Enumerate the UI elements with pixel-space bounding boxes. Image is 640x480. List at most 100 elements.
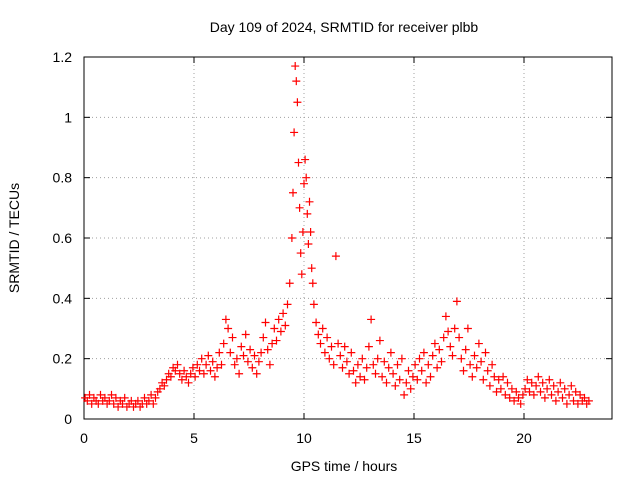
data-point — [100, 393, 109, 402]
y-tick-label: 0.2 — [53, 351, 73, 367]
data-point — [304, 240, 313, 249]
data-point — [415, 354, 424, 363]
data-point — [336, 351, 345, 360]
data-point — [395, 375, 404, 384]
data-point — [186, 369, 195, 378]
data-point — [485, 381, 494, 390]
data-point — [516, 399, 525, 408]
data-point — [259, 333, 268, 342]
data-point — [340, 342, 349, 351]
data-point — [446, 342, 455, 351]
data-point — [177, 375, 186, 384]
data-point — [107, 390, 116, 399]
data-point — [250, 351, 259, 360]
data-point — [306, 227, 315, 236]
data-point — [494, 375, 503, 384]
data-point — [140, 393, 149, 402]
data-point — [505, 393, 514, 402]
data-point — [492, 387, 501, 396]
data-point — [105, 396, 114, 405]
data-point — [356, 372, 365, 381]
data-point — [133, 396, 142, 405]
data-point — [439, 333, 448, 342]
x-tick-label: 15 — [406, 430, 422, 446]
data-point — [411, 360, 420, 369]
data-point — [241, 330, 250, 339]
data-point — [393, 360, 402, 369]
data-point — [369, 360, 378, 369]
data-point — [527, 378, 536, 387]
data-point — [291, 62, 300, 71]
data-point — [188, 363, 197, 372]
data-point — [303, 209, 312, 218]
data-point — [120, 393, 129, 402]
y-tick-label: 0.4 — [53, 290, 73, 306]
data-point — [224, 324, 233, 333]
data-point — [254, 357, 263, 366]
data-point — [323, 333, 332, 342]
data-point — [199, 369, 208, 378]
data-point — [248, 363, 257, 372]
data-point — [518, 390, 527, 399]
data-point — [149, 399, 158, 408]
data-point — [468, 372, 477, 381]
data-point — [510, 396, 519, 405]
data-point — [490, 372, 499, 381]
data-point — [512, 387, 521, 396]
data-point — [334, 339, 343, 348]
data-point — [459, 366, 468, 375]
data-point — [378, 372, 387, 381]
data-point — [261, 318, 270, 327]
data-point — [521, 384, 530, 393]
data-point — [444, 327, 453, 336]
data-point — [422, 378, 431, 387]
y-tick-label: 1 — [64, 109, 72, 125]
data-point — [297, 270, 306, 279]
data-point — [272, 336, 281, 345]
data-point — [295, 203, 304, 212]
axis-ticks: 0 0.2 0.4 0.6 0.8 1 1.2 0 5 10 15 20 — [53, 49, 612, 446]
y-tick-label: 0.6 — [53, 230, 73, 246]
x-tick-label: 10 — [296, 430, 312, 446]
data-point — [270, 324, 279, 333]
data-point — [239, 351, 248, 360]
data-point — [206, 366, 215, 375]
data-point — [488, 360, 497, 369]
data-point — [263, 345, 272, 354]
y-tick-label: 1.2 — [53, 49, 73, 65]
data-point — [466, 360, 475, 369]
data-point — [237, 342, 246, 351]
data-point — [230, 360, 239, 369]
data-point — [320, 348, 329, 357]
data-point — [426, 372, 435, 381]
data-point — [213, 363, 222, 372]
y-axis-label: SRMTID / TECUs — [6, 183, 22, 293]
data-point — [246, 345, 255, 354]
data-point — [562, 399, 571, 408]
data-points — [81, 62, 593, 411]
data-point — [529, 390, 538, 399]
data-point — [307, 264, 316, 273]
data-point — [437, 357, 446, 366]
data-point — [308, 279, 317, 288]
data-point — [404, 366, 413, 375]
data-point — [496, 384, 505, 393]
data-point — [294, 158, 303, 167]
data-point — [171, 366, 180, 375]
data-point — [540, 393, 549, 402]
data-point — [455, 333, 464, 342]
data-point — [457, 354, 466, 363]
data-point — [155, 384, 164, 393]
chart-title: Day 109 of 2024, SRMTID for receiver plb… — [210, 19, 479, 35]
data-point — [252, 369, 261, 378]
data-point — [166, 372, 175, 381]
data-point — [144, 396, 153, 405]
data-point — [413, 375, 422, 384]
data-point — [191, 372, 200, 381]
data-point — [175, 369, 184, 378]
data-point — [290, 128, 299, 137]
data-point — [576, 390, 585, 399]
data-point — [195, 366, 204, 375]
data-point — [287, 234, 296, 242]
data-point — [309, 300, 318, 309]
